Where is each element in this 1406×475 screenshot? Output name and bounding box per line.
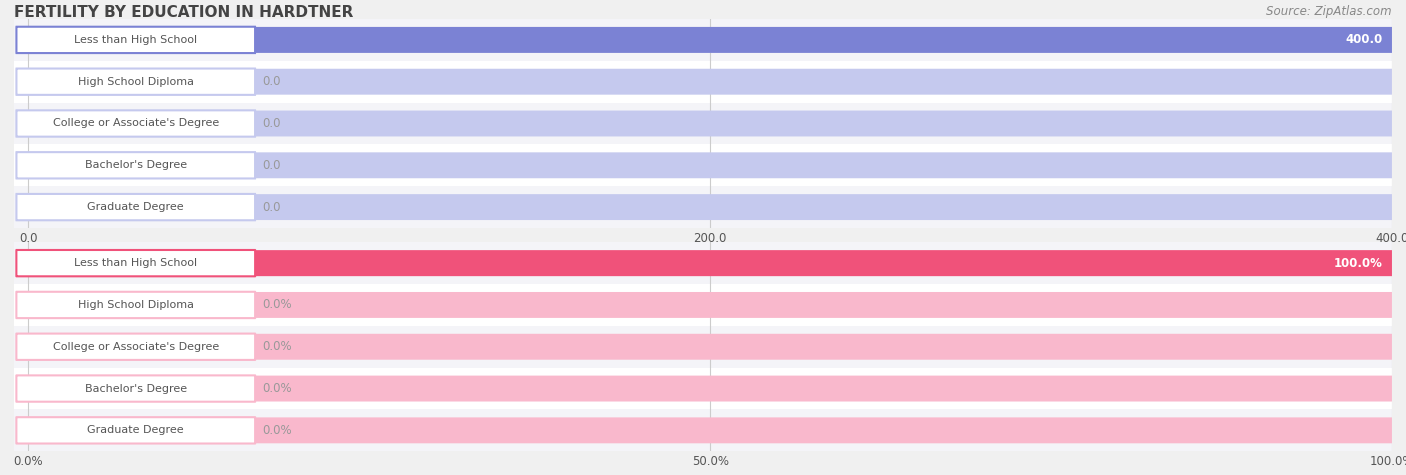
- Text: 100.0%: 100.0%: [1333, 256, 1382, 270]
- Bar: [14, 368, 1392, 409]
- FancyBboxPatch shape: [17, 250, 254, 276]
- Text: FERTILITY BY EDUCATION IN HARDTNER: FERTILITY BY EDUCATION IN HARDTNER: [14, 5, 353, 20]
- Text: 0.0%: 0.0%: [263, 340, 292, 353]
- Text: 0.0%: 0.0%: [263, 298, 292, 312]
- FancyBboxPatch shape: [28, 250, 1392, 276]
- Text: 0.0%: 0.0%: [263, 382, 292, 395]
- FancyBboxPatch shape: [28, 152, 1392, 178]
- FancyBboxPatch shape: [17, 292, 254, 318]
- FancyBboxPatch shape: [28, 376, 1392, 401]
- Text: Less than High School: Less than High School: [75, 35, 197, 45]
- Bar: [14, 409, 1392, 451]
- FancyBboxPatch shape: [17, 194, 254, 220]
- Bar: [14, 326, 1392, 368]
- Text: Bachelor's Degree: Bachelor's Degree: [84, 383, 187, 394]
- Text: College or Associate's Degree: College or Associate's Degree: [52, 342, 219, 352]
- Text: 0.0: 0.0: [263, 200, 281, 214]
- Text: 0.0: 0.0: [263, 117, 281, 130]
- FancyBboxPatch shape: [17, 417, 254, 444]
- FancyBboxPatch shape: [17, 110, 254, 137]
- Text: 0.0%: 0.0%: [263, 424, 292, 437]
- FancyBboxPatch shape: [28, 69, 1392, 95]
- FancyBboxPatch shape: [28, 292, 1392, 318]
- Text: Less than High School: Less than High School: [75, 258, 197, 268]
- Text: Source: ZipAtlas.com: Source: ZipAtlas.com: [1267, 5, 1392, 18]
- Bar: [14, 61, 1392, 103]
- FancyBboxPatch shape: [17, 152, 254, 179]
- FancyBboxPatch shape: [17, 68, 254, 95]
- Text: 0.0: 0.0: [263, 75, 281, 88]
- Text: Graduate Degree: Graduate Degree: [87, 202, 184, 212]
- FancyBboxPatch shape: [28, 418, 1392, 443]
- Text: 0.0: 0.0: [263, 159, 281, 172]
- FancyBboxPatch shape: [28, 194, 1392, 220]
- FancyBboxPatch shape: [28, 27, 1392, 53]
- Bar: [14, 242, 1392, 284]
- Bar: [14, 284, 1392, 326]
- FancyBboxPatch shape: [28, 111, 1392, 136]
- FancyBboxPatch shape: [17, 333, 254, 360]
- FancyBboxPatch shape: [28, 250, 1392, 276]
- FancyBboxPatch shape: [28, 27, 1392, 53]
- Text: 400.0: 400.0: [1346, 33, 1382, 47]
- FancyBboxPatch shape: [28, 334, 1392, 360]
- Bar: [14, 144, 1392, 186]
- Text: High School Diploma: High School Diploma: [77, 300, 194, 310]
- Text: Graduate Degree: Graduate Degree: [87, 425, 184, 436]
- FancyBboxPatch shape: [17, 375, 254, 402]
- Text: College or Associate's Degree: College or Associate's Degree: [52, 118, 219, 129]
- Bar: [14, 19, 1392, 61]
- Bar: [14, 103, 1392, 144]
- Text: High School Diploma: High School Diploma: [77, 76, 194, 87]
- Text: Bachelor's Degree: Bachelor's Degree: [84, 160, 187, 171]
- Bar: [14, 186, 1392, 228]
- FancyBboxPatch shape: [17, 27, 254, 53]
